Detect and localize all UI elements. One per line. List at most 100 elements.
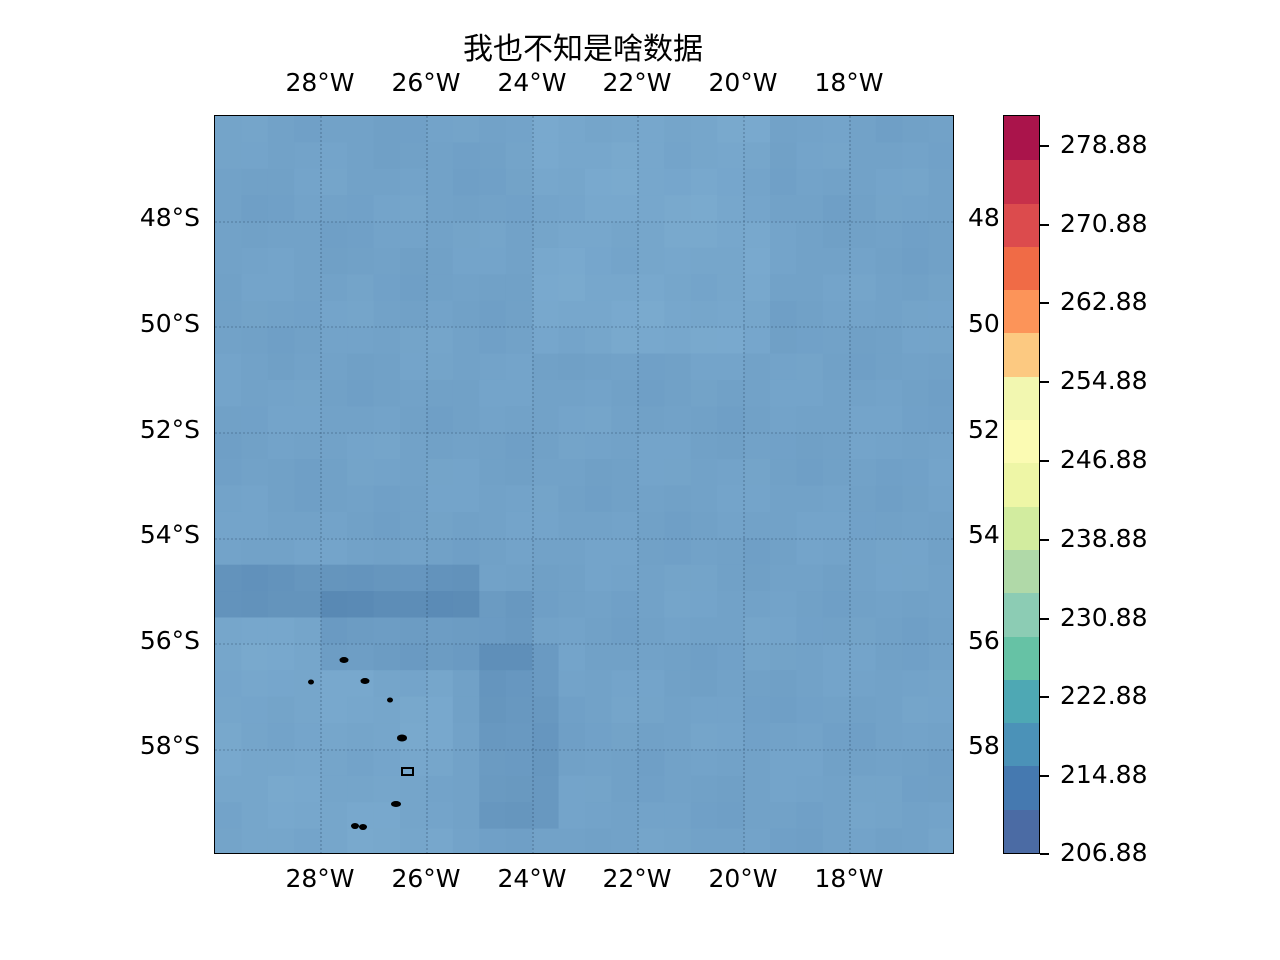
grid-cell: [479, 723, 507, 751]
grid-cell: [479, 432, 507, 460]
grid-cell: [743, 221, 771, 249]
island: [339, 657, 349, 663]
grid-cell: [294, 670, 322, 698]
colorbar-segment: [1004, 808, 1039, 853]
grid-cell: [637, 749, 665, 777]
grid-cell: [320, 564, 348, 592]
colorbar-label: 262.88: [1060, 287, 1148, 316]
grid-cell: [532, 116, 560, 143]
grid-cell: [717, 353, 745, 381]
grid-cell: [637, 643, 665, 671]
grid-cell: [770, 511, 798, 539]
grid-cell: [822, 802, 850, 830]
grid-cell: [902, 802, 930, 830]
grid-cell: [347, 775, 375, 803]
grid-cell: [347, 327, 375, 355]
grid-cell: [637, 116, 665, 143]
grid-cell: [664, 379, 692, 407]
grid-cell: [690, 723, 718, 751]
grid-cell: [902, 696, 930, 724]
grid-cell: [320, 353, 348, 381]
grid-cell: [928, 300, 953, 328]
colorbar-segment: [1004, 505, 1039, 550]
colorbar-tick: [1040, 460, 1049, 462]
grid-cell: [770, 379, 798, 407]
grid-cell: [558, 327, 586, 355]
grid-cell: [452, 802, 480, 830]
grid-cell: [347, 459, 375, 487]
grid-cell: [902, 459, 930, 487]
grid-cell: [902, 723, 930, 751]
grid-cell: [294, 406, 322, 434]
grid-cell: [241, 617, 269, 645]
grid-cell: [743, 617, 771, 645]
grid-cell: [215, 749, 243, 777]
colorbar-tick: [1040, 618, 1049, 620]
grid-cell: [902, 195, 930, 223]
grid-cell: [400, 221, 428, 249]
grid-cell: [585, 142, 613, 170]
grid-cell: [770, 749, 798, 777]
grid-cell: [875, 116, 903, 143]
grid-cell: [611, 327, 639, 355]
colorbar-label: 206.88: [1060, 838, 1148, 867]
grid-cell: [426, 432, 454, 460]
grid-cell: [849, 406, 877, 434]
grid-cell: [637, 168, 665, 196]
bottom-lon-label: 18°W: [814, 864, 884, 893]
grid-cell: [664, 828, 692, 853]
island: [387, 697, 393, 703]
grid-cell: [743, 511, 771, 539]
grid-cell: [215, 485, 243, 513]
grid-cell: [347, 828, 375, 853]
grid-cell: [294, 432, 322, 460]
colorbar-segment: [1004, 245, 1039, 291]
right-lat-label: 58°S: [968, 731, 1002, 760]
grid-cell: [796, 723, 824, 751]
grid-cell: [611, 406, 639, 434]
grid-cell: [347, 643, 375, 671]
grid-cell: [267, 485, 295, 513]
grid-cell: [611, 802, 639, 830]
grid-cell: [479, 274, 507, 302]
grid-cell: [664, 696, 692, 724]
grid-cell: [320, 538, 348, 566]
grid-cell: [928, 142, 953, 170]
grid-cell: [611, 775, 639, 803]
map-panel[interactable]: [214, 115, 954, 854]
left-lat-label: 54°S: [139, 520, 200, 549]
grid-cell: [241, 142, 269, 170]
grid-cell: [611, 221, 639, 249]
grid-cell: [902, 247, 930, 275]
grid-cell: [400, 406, 428, 434]
graticule: [215, 116, 953, 853]
grid-cell: [294, 459, 322, 487]
grid-cell: [267, 802, 295, 830]
grid-cell: [558, 432, 586, 460]
grid-cell: [902, 300, 930, 328]
grid-cell: [743, 353, 771, 381]
grid-cell: [875, 221, 903, 249]
bottom-lon-label: 28°W: [285, 864, 355, 893]
grid-cell: [928, 379, 953, 407]
grid-cell: [294, 564, 322, 592]
grid-cell: [267, 327, 295, 355]
grid-cell: [743, 828, 771, 853]
grid-cell: [294, 142, 322, 170]
grid-cell: [717, 670, 745, 698]
grid-cell: [426, 749, 454, 777]
grid-cell: [902, 591, 930, 619]
grid-cell: [637, 247, 665, 275]
left-lat-label: 48°S: [139, 203, 200, 232]
grid-cell: [373, 327, 401, 355]
grid-cell: [452, 564, 480, 592]
grid-cell: [532, 564, 560, 592]
grid-cell: [558, 538, 586, 566]
grid-cell: [849, 538, 877, 566]
grid-cell: [558, 406, 586, 434]
grid-cell: [611, 195, 639, 223]
grid-cell: [585, 696, 613, 724]
grid-cell: [822, 696, 850, 724]
grid-cell: [849, 432, 877, 460]
grid-cell: [215, 116, 243, 143]
